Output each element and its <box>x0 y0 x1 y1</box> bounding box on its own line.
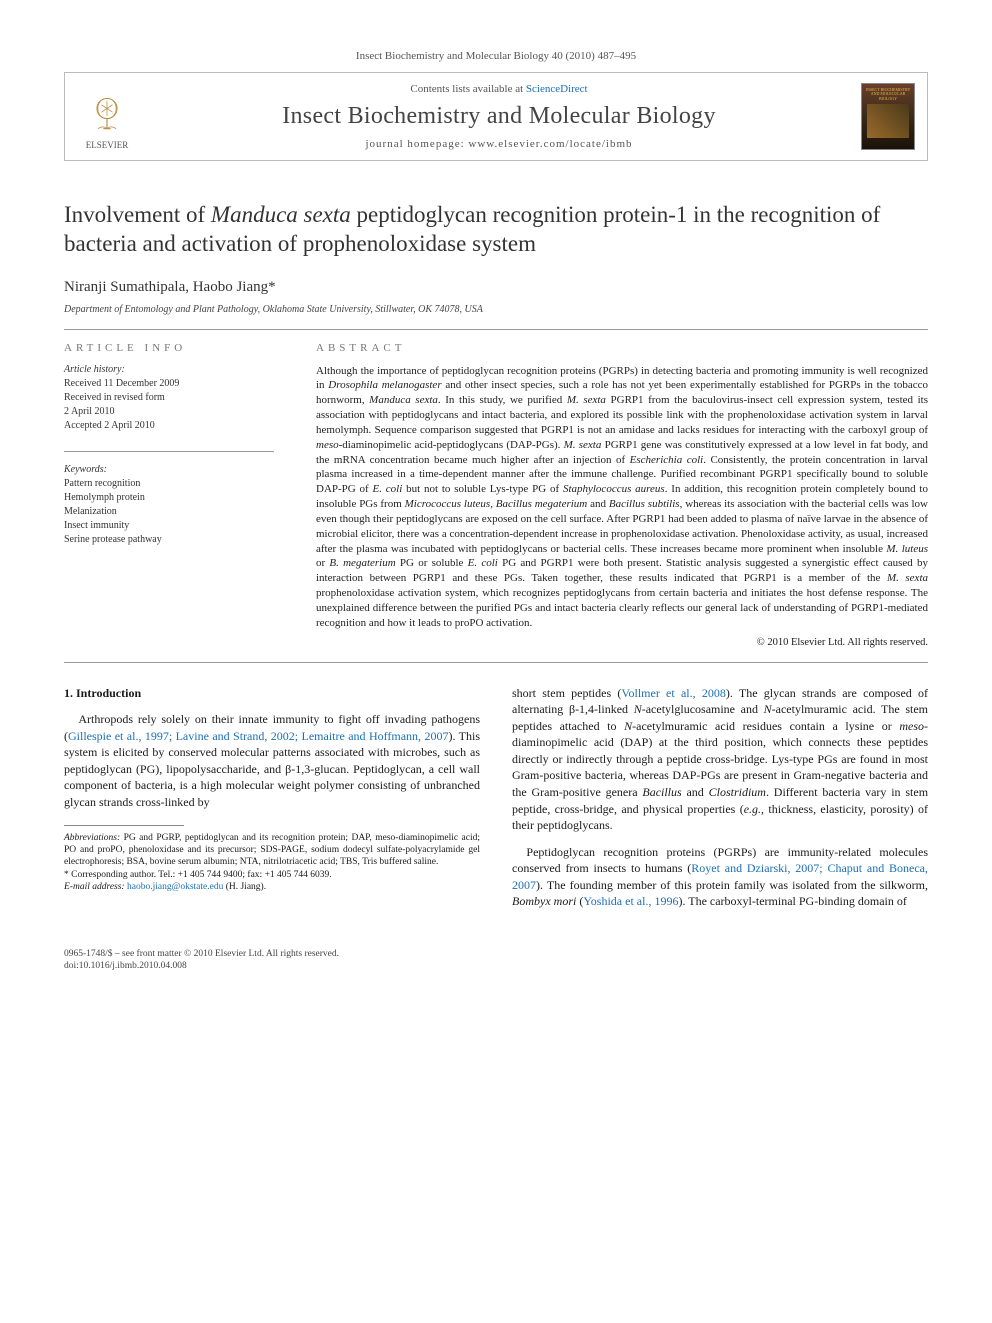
contents-prefix: Contents lists available at <box>410 83 525 95</box>
footnote-rule <box>64 825 184 826</box>
keywords-label: Keywords: <box>64 464 274 475</box>
body-paragraph: Peptidoglycan recognition proteins (PGRP… <box>512 844 928 910</box>
email-who: (H. Jiang). <box>223 882 266 892</box>
journal-name: Insect Biochemistry and Molecular Biolog… <box>149 103 849 130</box>
history-line: Received 11 December 2009 <box>64 377 274 391</box>
abstract-heading: abstract <box>316 342 928 354</box>
keyword: Hemolymph protein <box>64 491 274 505</box>
body-paragraph: short stem peptides (Vollmer et al., 200… <box>512 685 928 834</box>
contents-available: Contents lists available at ScienceDirec… <box>149 83 849 95</box>
article-info-heading: article info <box>64 342 274 354</box>
abstract-copyright: © 2010 Elsevier Ltd. All rights reserved… <box>316 637 928 648</box>
history-line: 2 April 2010 <box>64 405 274 419</box>
journal-cover-thumbnail: INSECT BIOCHEMISTRY AND MOLECULAR BIOLOG… <box>861 83 915 150</box>
body-paragraph: Arthropods rely solely on their innate i… <box>64 711 480 810</box>
article-info: article info Article history: Received 1… <box>64 342 274 648</box>
sciencedirect-link[interactable]: ScienceDirect <box>526 83 588 95</box>
abbrev-text: PG and PGRP, peptidoglycan and its recog… <box>64 833 480 868</box>
journal-reference: Insect Biochemistry and Molecular Biolog… <box>64 50 928 62</box>
publisher-logo: ELSEVIER <box>77 83 137 150</box>
history-label: Article history: <box>64 364 274 375</box>
journal-header: ELSEVIER Contents lists available at Sci… <box>64 72 928 161</box>
keyword: Pattern recognition <box>64 477 274 491</box>
abstract-text: Although the importance of peptidoglycan… <box>316 364 928 631</box>
title-species: Manduca sexta <box>211 202 351 227</box>
affiliation: Department of Entomology and Plant Patho… <box>64 304 928 315</box>
history-line: Received in revised form <box>64 391 274 405</box>
divider <box>64 662 928 663</box>
cover-image-icon <box>867 104 909 138</box>
section-heading: 1. Introduction <box>64 685 480 702</box>
corr-text: Tel.: +1 405 744 9400; fax: +1 405 744 6… <box>158 870 331 880</box>
abbreviations-footnote: Abbreviations: PG and PGRP, peptidoglyca… <box>64 832 480 869</box>
article-title: Involvement of Manduca sexta peptidoglyc… <box>64 201 928 259</box>
email-footnote: E-mail address: haobo.jiang@okstate.edu … <box>64 881 480 893</box>
title-part-1: Involvement of <box>64 202 211 227</box>
corresponding-author-footnote: * Corresponding author. Tel.: +1 405 744… <box>64 869 480 881</box>
corr-label: * Corresponding author. <box>64 870 158 880</box>
journal-homepage: journal homepage: www.elsevier.com/locat… <box>149 138 849 150</box>
authors: Niranji Sumathipala, Haobo Jiang* <box>64 279 928 296</box>
email-label: E-mail address: <box>64 882 125 892</box>
abstract-block: abstract Although the importance of pept… <box>316 342 928 648</box>
keyword: Insect immunity <box>64 519 274 533</box>
email-link[interactable]: haobo.jiang@okstate.edu <box>125 882 224 892</box>
keyword: Melanization <box>64 505 274 519</box>
footer-line-2: doi:10.1016/j.ibmb.2010.04.008 <box>64 960 928 972</box>
abbrev-label: Abbreviations: <box>64 833 120 843</box>
history-line: Accepted 2 April 2010 <box>64 419 274 433</box>
body-columns: 1. Introduction Arthropods rely solely o… <box>64 685 928 920</box>
keyword: Serine protease pathway <box>64 533 274 547</box>
divider <box>64 451 274 452</box>
publisher-name: ELSEVIER <box>86 140 129 150</box>
elsevier-tree-icon <box>83 90 131 138</box>
cover-caption: INSECT BIOCHEMISTRY AND MOLECULAR BIOLOG… <box>864 88 912 101</box>
divider <box>64 329 928 330</box>
footnotes: Abbreviations: PG and PGRP, peptidoglyca… <box>64 832 480 894</box>
footer-line-1: 0965-1748/$ – see front matter © 2010 El… <box>64 948 928 960</box>
page-footer: 0965-1748/$ – see front matter © 2010 El… <box>64 948 928 973</box>
